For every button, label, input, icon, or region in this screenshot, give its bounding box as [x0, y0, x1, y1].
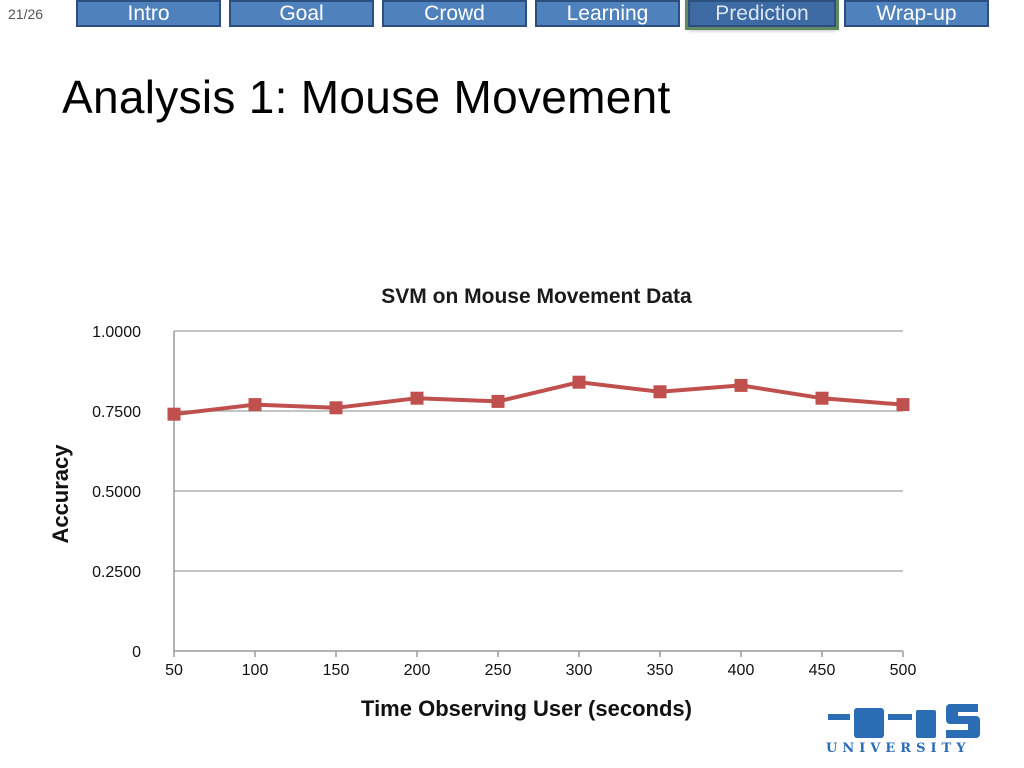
x-tick-label: 200	[404, 662, 431, 679]
y-axis-label: Accuracy	[48, 444, 73, 544]
tab-crowd[interactable]: Crowd	[382, 0, 527, 27]
y-tick-label: 0.2500	[92, 564, 141, 581]
university-logo-mark	[828, 704, 980, 738]
data-point	[410, 391, 424, 405]
x-axis-label: Time Observing User (seconds)	[361, 696, 692, 721]
y-tick-label: 0	[132, 644, 141, 661]
line-chart: SVM on Mouse Movement Data 0 0.2500 0.5000 0…	[48, 285, 917, 721]
data-point	[572, 375, 586, 389]
x-tick-label: 150	[323, 662, 350, 679]
x-tick-label: 450	[809, 662, 836, 679]
x-tick-label: 50	[165, 662, 183, 679]
data-point	[896, 398, 910, 412]
data-point	[734, 378, 748, 392]
x-tick-label: 250	[485, 662, 512, 679]
slide-title: Analysis 1: Mouse Movement	[62, 71, 671, 123]
chart-title: SVM on Mouse Movement Data	[381, 285, 692, 308]
series-line	[173, 380, 904, 417]
section-nav: Intro Goal Crowd Learning Prediction Wra…	[76, 0, 989, 30]
data-point	[248, 398, 262, 412]
x-tick-label: 400	[728, 662, 755, 679]
data-point	[167, 407, 181, 421]
tab-goal[interactable]: Goal	[229, 0, 374, 27]
tab-prediction[interactable]: Prediction	[685, 0, 839, 30]
y-tick-label: 0.5000	[92, 484, 141, 501]
x-tick-label: 350	[647, 662, 674, 679]
slide-counter: 21/26	[8, 6, 44, 22]
x-tick-label: 100	[242, 662, 269, 679]
data-point	[815, 391, 829, 405]
university-logo: UNIVERSITY	[824, 700, 984, 760]
data-point	[329, 401, 343, 415]
university-logo-word: UNIVERSITY	[826, 741, 971, 756]
tab-learning[interactable]: Learning	[535, 0, 680, 27]
y-tick-label: 0.7500	[92, 404, 141, 421]
tab-intro[interactable]: Intro	[76, 0, 221, 27]
y-tick-label: 1.0000	[92, 324, 141, 341]
data-point	[653, 385, 667, 399]
x-tick-label: 300	[566, 662, 593, 679]
data-point	[491, 394, 505, 408]
tab-wrap-up[interactable]: Wrap-up	[844, 0, 989, 27]
x-tick-label: 500	[890, 662, 917, 679]
